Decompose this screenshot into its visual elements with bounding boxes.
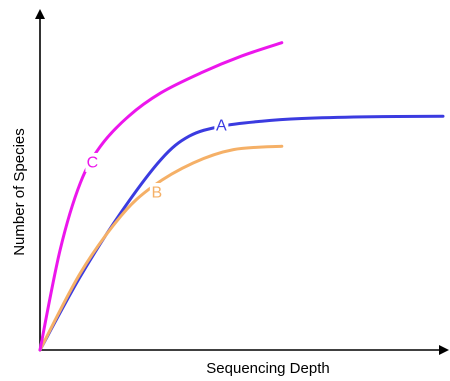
series-label-bg-b	[149, 183, 164, 203]
series-label-bg-a	[214, 116, 229, 136]
series-line-c	[38, 41, 284, 352]
series-line-b	[38, 144, 284, 352]
series-label-bg-c	[85, 152, 100, 172]
series-label-a: A	[216, 118, 227, 135]
y-axis-title: Number of Species	[11, 128, 28, 256]
series-label-b: B	[152, 185, 163, 202]
x-axis-title: Sequencing Depth	[206, 360, 329, 377]
series-label-c: C	[87, 154, 99, 171]
series-layer: A B C	[38, 41, 445, 352]
series-line-a	[38, 114, 445, 352]
